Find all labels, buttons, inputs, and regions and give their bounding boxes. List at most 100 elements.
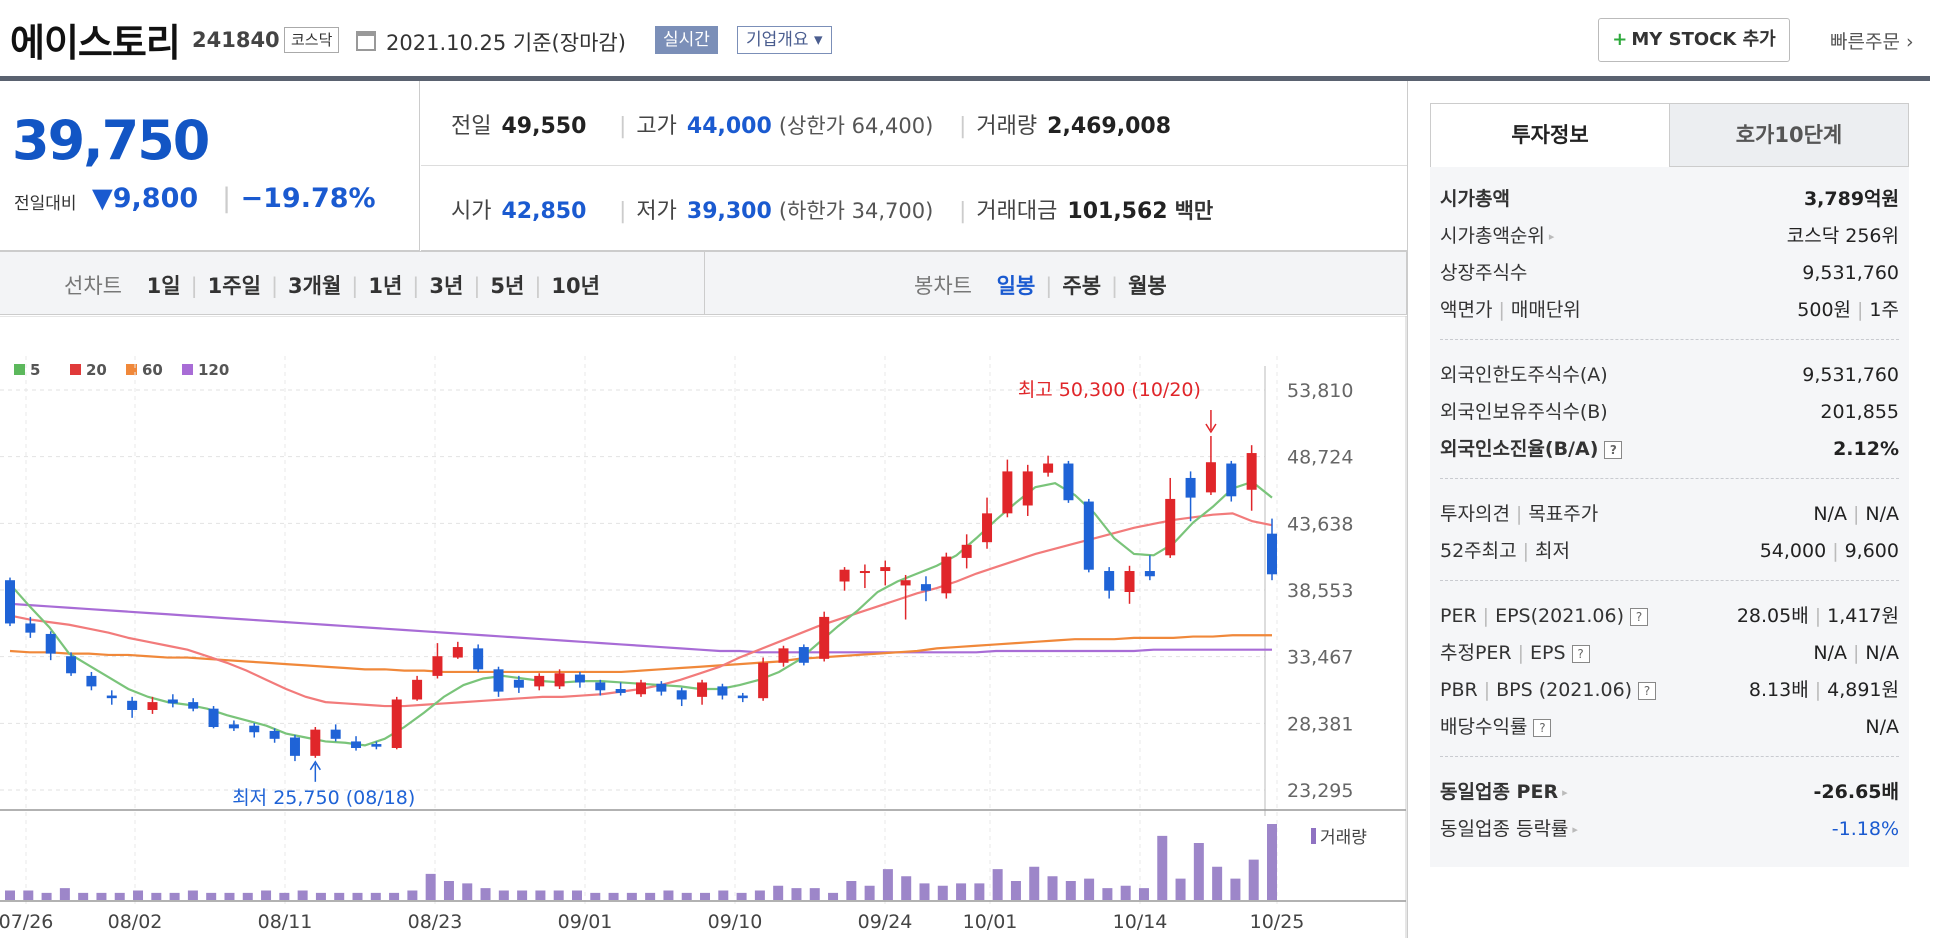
volume-bar [645,892,656,900]
tab-order-book[interactable]: 호가10단계 [1669,103,1909,167]
info-row-label: 액면가 | 매매단위 [1440,299,1581,321]
volume-bar [462,883,473,900]
calendar-icon [356,31,376,51]
tab-candle-1[interactable]: 주봉 [1062,274,1102,298]
candle-body [228,724,239,729]
volume-bar [23,890,34,900]
info-group-divider [1440,339,1899,340]
add-my-stock-label: MY STOCK 추가 [1631,29,1776,50]
amount-value: 101,562 [1067,199,1168,224]
info-row-value: -1.18% [1831,818,1899,840]
tab-candle-0[interactable]: 일봉 [996,274,1036,298]
tab-line-5[interactable]: 5년 [490,274,525,298]
volume-legend-label: 거래량 [1320,828,1367,848]
tab-line-4[interactable]: 3년 [429,274,464,298]
legend-label-60: 60 [142,361,163,379]
open-label: 시가 [451,199,492,224]
caret-right-icon[interactable]: ▸ [1562,785,1568,799]
x-tick-label: 10/14 [1113,911,1168,933]
volume-bar [956,883,967,900]
company-info-dropdown[interactable]: 기업개요 ▾ [737,26,832,54]
volume-bar [370,892,381,900]
info-row-label[interactable]: 외국인소진율(B/A)? [1440,431,1623,467]
as-of-date: 2021.10.25 기준(장마감) [386,31,626,55]
candle-body [1124,571,1135,592]
prev-close-label: 전일 [451,114,492,139]
candle-body [1226,463,1237,497]
high-arrow-head [1205,423,1217,434]
tab-candle-2[interactable]: 월봉 [1128,274,1167,298]
price-chart[interactable]: 5 20 60 120 53,810 48,724 43,638 38,553 33,467 28… [0,316,1407,938]
candle-body [1063,463,1074,501]
volume-bar [334,892,345,900]
legend-swatch-60 [126,364,137,375]
candle-body [513,679,524,688]
help-icon[interactable]: ? [1630,607,1648,626]
candle-body [167,699,178,704]
help-icon[interactable]: ? [1571,644,1590,663]
add-my-stock-button[interactable]: + MY STOCK 추가 [1598,18,1790,62]
candle-body [188,702,199,709]
candle-body [1185,477,1196,498]
volume-bar [571,890,582,900]
volume: | 거래량 2,469,008 [959,114,1172,139]
info-row-label[interactable]: PBR | BPS (2021.06)? [1440,672,1657,708]
volume-bar [974,883,985,900]
tab-separator: | [270,274,279,298]
candle-body [595,682,606,691]
info-row-value: -26.65배 [1813,781,1899,803]
volume-bar [187,890,198,900]
help-icon[interactable]: ? [1638,681,1657,700]
header-divider [0,76,1930,81]
change-separator: | [222,183,232,214]
info-row: 배당수익률? N/A [1440,709,1899,745]
info-row-label[interactable]: 시가총액순위 ▸ [1440,225,1555,247]
info-row-label: 상장주식수 [1440,262,1528,284]
quote-row-2: 시가 42,850 | 저가 39,300 (하한가 34,700) | 거래대금 101… [421,166,1407,251]
info-row-value: 28.05배 | 1,417원 [1736,605,1899,627]
tab-line-6[interactable]: 10년 [551,274,600,298]
info-row-label[interactable]: 동일업종 등락률 ▸ [1440,818,1578,840]
info-row-label[interactable]: 배당수익률? [1440,709,1552,745]
candle-body [778,648,789,663]
tab-line-0[interactable]: 1일 [146,274,181,298]
quick-order-link[interactable]: 빠른주문 › [1830,31,1914,53]
candle-body [127,700,138,710]
realtime-button[interactable]: 실시간 [655,26,718,54]
candle-body [289,737,300,756]
info-row-label: 시가총액 [1440,188,1510,210]
caret-right-icon[interactable]: ▸ [1548,229,1555,243]
volume-bar [224,892,235,900]
info-row-label[interactable]: 동일업종 PER ▸ [1440,781,1568,803]
volume-bar [389,892,400,900]
candle-body [839,569,850,582]
help-icon[interactable]: ? [1604,440,1623,459]
line-chart-tabs: 선차트 1일 | 1주일 | 3개월 | 1년 | 3년 | 5년 | 10년 [64,270,600,300]
tab-line-3[interactable]: 1년 [368,274,403,298]
info-group-divider [1440,756,1899,757]
volume-bar [773,885,784,900]
info-row-value: 2.12% [1833,438,1899,460]
info-row-label[interactable]: PER | EPS(2021.06)? [1440,598,1648,634]
candle-body [208,708,219,728]
info-row: 시가총액순위 ▸ 코스닥 256위 [1440,218,1899,254]
info-row: 상장주식수 9,531,760 [1440,255,1899,291]
high-price: | 고가 44,000 (상한가 64,400) [619,114,934,139]
tab-line-1[interactable]: 1주일 [207,274,261,298]
volume-bar [78,892,89,900]
y-tick-label: 28,381 [1287,713,1353,735]
volume-bar [846,881,857,900]
help-icon[interactable]: ? [1533,718,1552,737]
tab-investment-info[interactable]: 투자정보 [1430,103,1670,167]
volume-bar [517,890,528,900]
candle-body [1104,571,1115,591]
info-row-label[interactable]: 추정PER | EPS? [1440,635,1590,671]
caret-right-icon[interactable]: ▸ [1572,822,1578,836]
tab-line-2[interactable]: 3개월 [288,274,342,298]
candle-body [147,702,158,710]
high-label: 고가 [636,114,677,139]
candle-body [5,580,15,624]
change-label: 전일대비 [14,194,77,214]
prev-close: 전일 49,550 [451,108,586,140]
info-row: 외국인소진율(B/A)? 2.12% [1440,431,1899,467]
